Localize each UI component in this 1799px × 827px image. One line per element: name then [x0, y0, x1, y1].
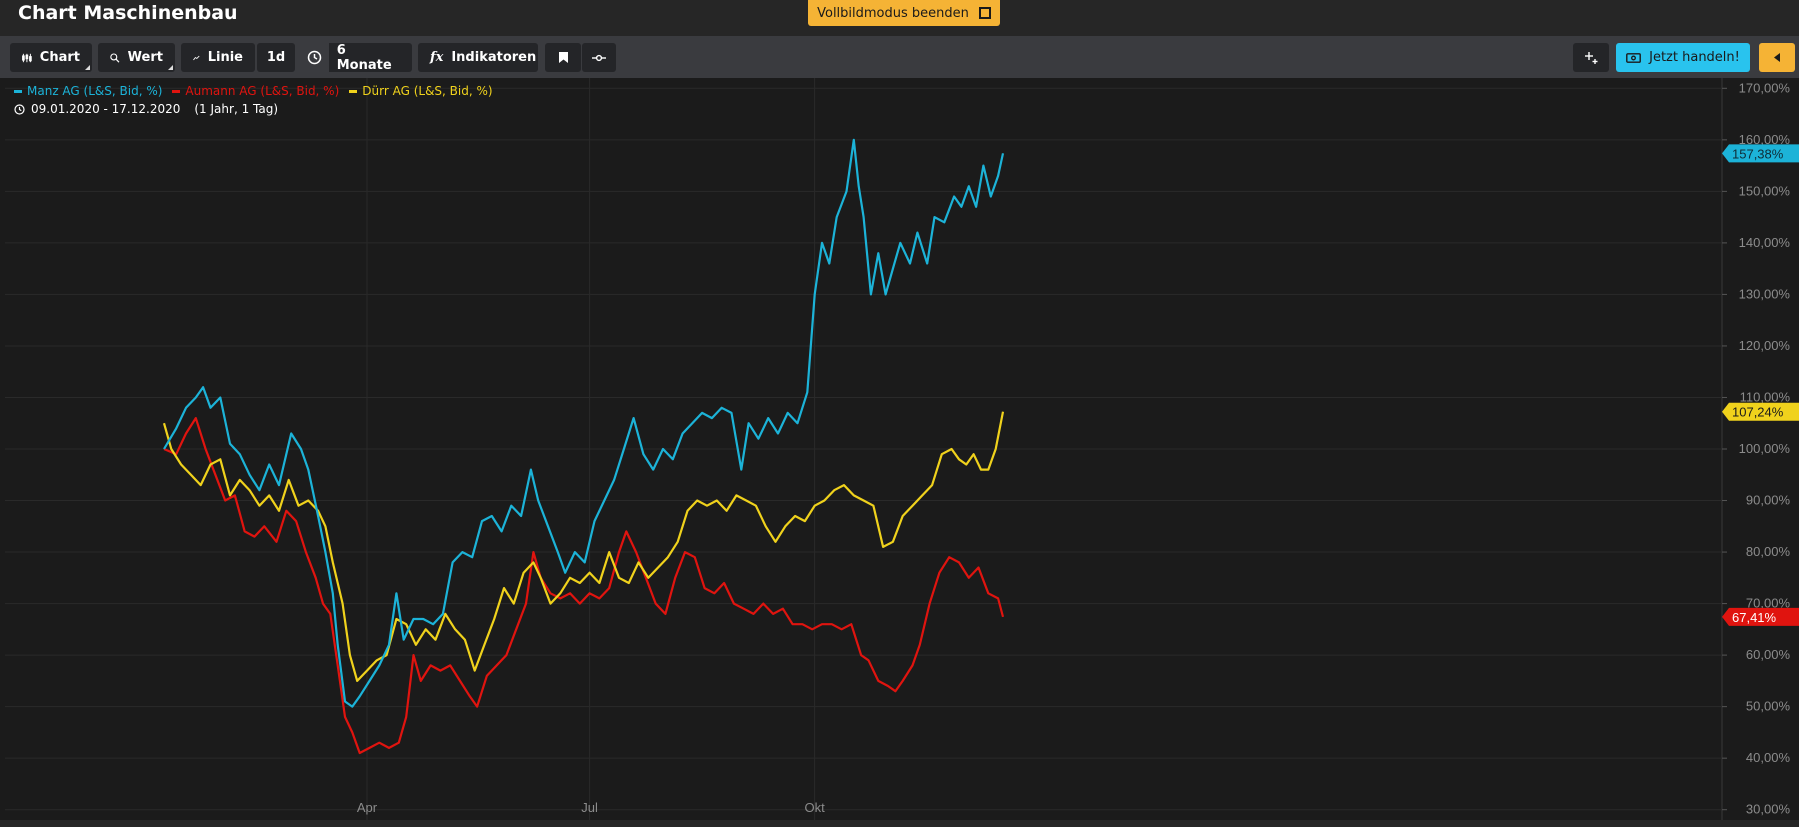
- period-button[interactable]: 6 Monate: [301, 42, 412, 73]
- y-tick-label: 100,00%: [1739, 441, 1791, 456]
- legend: Manz AG (L&S, Bid, %) Aumann AG (L&S, Bi…: [14, 84, 493, 98]
- legend-label-duerr: Dürr AG (L&S, Bid, %): [362, 84, 493, 98]
- line-chart[interactable]: 30,00% 40,00% 50,00% 60,00% 70,00% 80,00% 90,0…: [0, 78, 1799, 827]
- indicators-button[interactable]: fx Indikatoren: [418, 43, 538, 72]
- series-line-2: [162, 411, 1005, 683]
- bookmark-button[interactable]: [545, 43, 581, 72]
- series-line-1: [163, 417, 1005, 755]
- fx-icon: fx: [430, 50, 444, 65]
- date-range-detail: (1 Jahr, 1 Tag): [194, 102, 279, 116]
- wert-button[interactable]: Wert: [98, 43, 175, 72]
- y-tick-label: 80,00%: [1746, 544, 1791, 559]
- y-tick-label: 120,00%: [1739, 338, 1791, 353]
- sparkle-icon: [1585, 51, 1598, 64]
- y-tick-label: 170,00%: [1739, 80, 1791, 95]
- date-range: 09.01.2020 - 17.12.2020 (1 Jahr, 1 Tag): [14, 102, 278, 116]
- y-tick-label: 160,00%: [1739, 132, 1791, 147]
- x-tick-label: Jul: [581, 800, 598, 815]
- line-style-button[interactable]: Linie: [181, 43, 255, 72]
- wert-label: Wert: [127, 50, 163, 65]
- series-line-0: [163, 138, 1005, 708]
- last-value-label: 157,38%: [1732, 146, 1784, 161]
- line-style-label: Linie: [207, 50, 243, 65]
- interval-button[interactable]: 1d: [257, 43, 295, 72]
- y-tick-label: 60,00%: [1746, 647, 1791, 662]
- search-icon: [110, 52, 120, 63]
- page-title: Chart Maschinenbau: [18, 2, 238, 24]
- y-tick-label: 30,00%: [1746, 802, 1791, 817]
- legend-item-duerr[interactable]: Dürr AG (L&S, Bid, %): [349, 84, 493, 98]
- indicators-label: Indikatoren: [451, 50, 537, 65]
- last-value-tag: [1722, 402, 1799, 421]
- period-label: 6 Monate: [336, 42, 392, 73]
- chart-area[interactable]: 30,00% 40,00% 50,00% 60,00% 70,00% 80,00% 90,0…: [0, 78, 1799, 827]
- y-tick-label: 50,00%: [1746, 699, 1791, 714]
- line-chart-icon: [193, 55, 200, 60]
- magic-button[interactable]: [1573, 43, 1609, 72]
- caret-left-icon: [1774, 53, 1780, 62]
- chart-type-label: Chart: [39, 50, 80, 65]
- clock-icon: [301, 43, 329, 72]
- legend-label-aumann: Aumann AG (L&S, Bid, %): [185, 84, 340, 98]
- last-value-label: 67,41%: [1732, 610, 1777, 625]
- y-tick-label: 110,00%: [1740, 389, 1791, 404]
- commit-icon: [592, 54, 606, 61]
- last-value-tag: [1722, 144, 1799, 163]
- bottom-strip: [0, 820, 1799, 827]
- y-tick-label: 150,00%: [1739, 183, 1791, 198]
- last-value-label: 107,24%: [1732, 405, 1784, 420]
- y-tick-label: 70,00%: [1746, 596, 1791, 611]
- fullscreen-icon: [978, 7, 991, 19]
- exit-fullscreen-label: Vollbildmodus beenden: [817, 5, 969, 21]
- y-axis-panel: [1722, 78, 1799, 827]
- legend-item-aumann[interactable]: Aumann AG (L&S, Bid, %): [172, 84, 339, 98]
- trade-now-button[interactable]: Jetzt handeln!: [1616, 43, 1750, 72]
- interval-label: 1d: [266, 50, 286, 65]
- y-tick-label: 140,00%: [1739, 235, 1791, 250]
- y-tick-label: 40,00%: [1746, 750, 1791, 765]
- x-tick-label: Okt: [805, 800, 826, 815]
- legend-item-manz[interactable]: Manz AG (L&S, Bid, %): [14, 84, 162, 98]
- money-icon: [1626, 52, 1642, 63]
- y-tick-label: 130,00%: [1739, 286, 1791, 301]
- collapse-panel-button[interactable]: [1759, 43, 1795, 72]
- toolbar: Chart Wert Linie 1d 6 Monate fx Indikato…: [0, 36, 1799, 78]
- trade-now-label: Jetzt handeln!: [1649, 50, 1740, 65]
- legend-label-manz: Manz AG (L&S, Bid, %): [27, 84, 163, 98]
- chart-type-button[interactable]: Chart: [10, 43, 92, 72]
- bookmark-icon: [558, 52, 568, 63]
- candlestick-icon: [22, 53, 32, 62]
- exit-fullscreen-button[interactable]: Vollbildmodus beenden: [808, 0, 1000, 26]
- x-tick-label: Apr: [357, 800, 378, 815]
- compare-button[interactable]: [582, 43, 616, 72]
- clock-icon: [14, 103, 25, 115]
- date-range-text: 09.01.2020 - 17.12.2020: [31, 102, 181, 116]
- last-value-tag: [1722, 607, 1799, 626]
- y-tick-label: 90,00%: [1746, 493, 1791, 508]
